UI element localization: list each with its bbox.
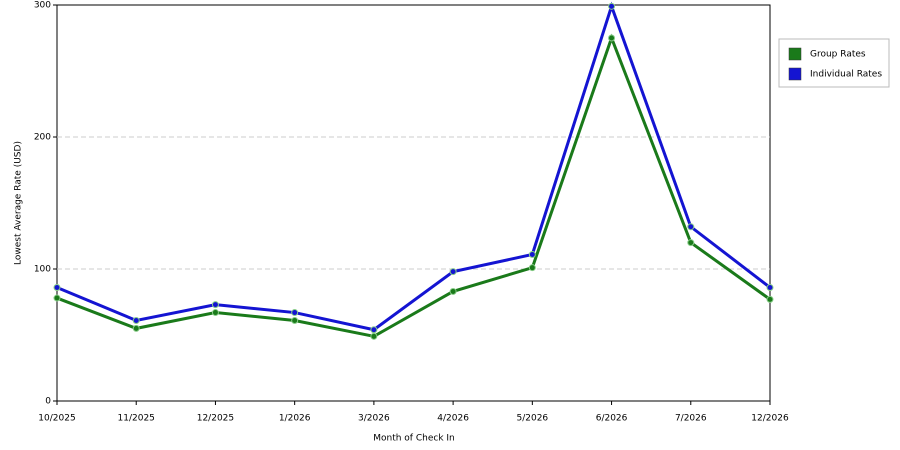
data-point xyxy=(211,309,219,317)
data-point xyxy=(291,316,299,324)
data-point xyxy=(53,294,61,302)
x-tick-label: 11/2025 xyxy=(118,414,155,424)
legend-label: Individual Rates xyxy=(810,70,882,80)
data-point xyxy=(211,301,219,309)
data-point xyxy=(449,268,457,276)
data-point xyxy=(449,287,457,295)
y-tick-label: 200 xyxy=(34,133,51,143)
plot-area xyxy=(56,4,771,402)
y-tick-label: 300 xyxy=(34,1,51,11)
x-tick-label: 12/2025 xyxy=(197,414,234,424)
x-tick-label: 10/2025 xyxy=(38,414,75,424)
data-point xyxy=(132,324,140,332)
x-tick-label: 7/2026 xyxy=(675,414,707,424)
x-tick-label: 5/2026 xyxy=(516,414,548,424)
x-tick-label: 12/2026 xyxy=(751,414,789,424)
y-tick-label: 0 xyxy=(45,397,51,407)
x-tick-label: 3/2026 xyxy=(358,414,390,424)
y-axis-label: Lowest Average Rate (USD) xyxy=(14,141,24,265)
data-point xyxy=(370,326,378,334)
data-point xyxy=(608,34,616,42)
data-point xyxy=(132,316,140,324)
x-tick-label: 6/2026 xyxy=(596,414,628,424)
legend-label: Group Rates xyxy=(810,50,866,60)
data-point xyxy=(53,283,61,291)
data-point xyxy=(291,309,299,317)
y-tick-label: 100 xyxy=(34,265,51,275)
x-tick-label: 1/2026 xyxy=(279,414,311,424)
data-point xyxy=(528,264,536,272)
data-point xyxy=(766,295,774,303)
legend-swatch xyxy=(788,67,802,81)
series-line xyxy=(56,33,771,338)
data-point xyxy=(608,2,616,10)
x-axis-label: Month of Check In xyxy=(373,434,455,444)
data-point xyxy=(528,250,536,258)
series-line xyxy=(56,1,771,332)
data-point xyxy=(687,239,695,247)
data-point xyxy=(687,223,695,231)
legend-swatch xyxy=(788,47,802,61)
data-point xyxy=(766,283,774,291)
data-point xyxy=(370,332,378,340)
x-tick-label: 4/2026 xyxy=(437,414,469,424)
legend: Group Rates Individual Rates xyxy=(778,38,890,88)
